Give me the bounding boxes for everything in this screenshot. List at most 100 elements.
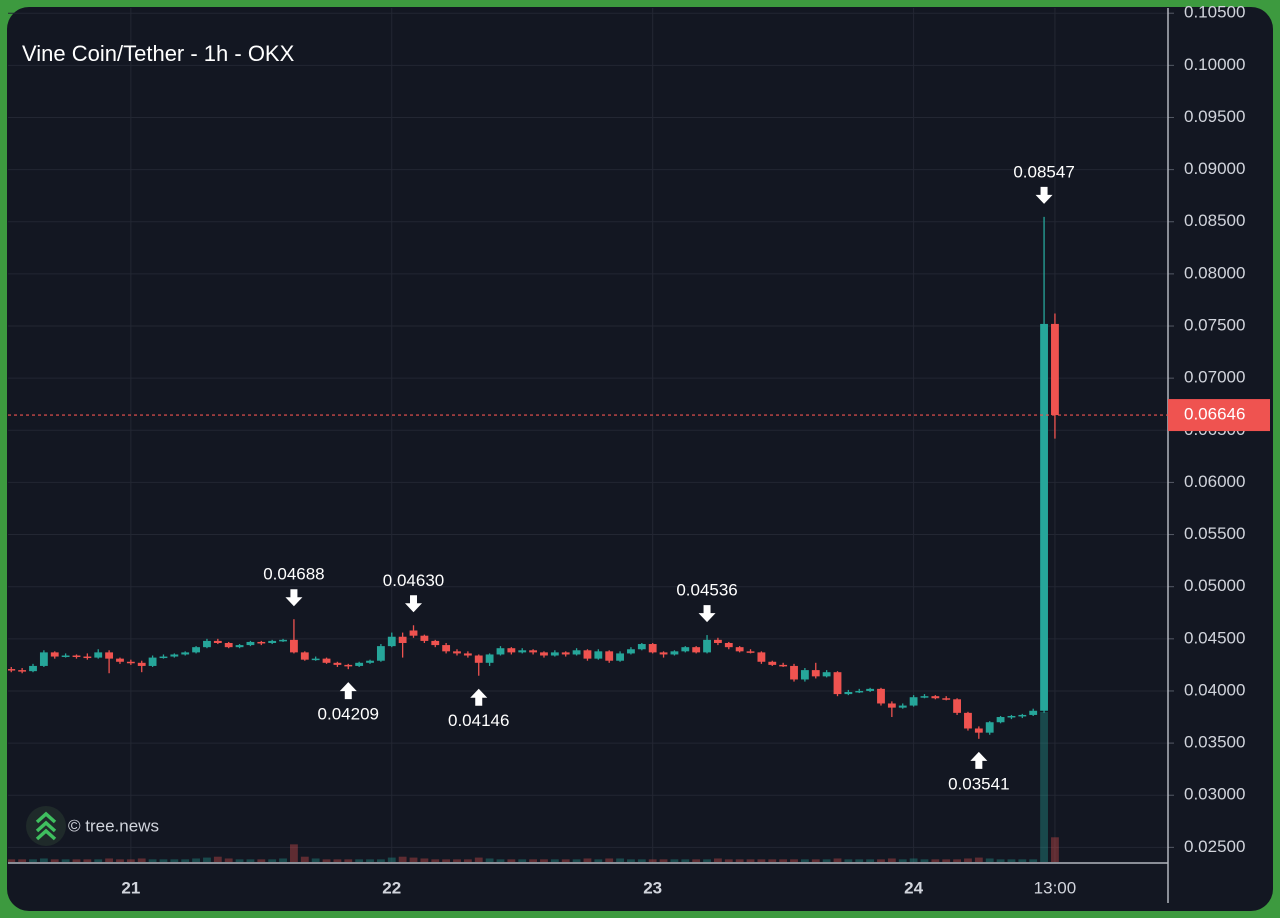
candle-body [877, 688, 885, 704]
candle-body [714, 639, 722, 643]
candle-body [311, 658, 320, 661]
candle-body [964, 712, 972, 729]
candle-body [203, 640, 211, 648]
volume-bar [355, 859, 364, 862]
candle-body [681, 647, 690, 652]
candle-body [855, 690, 864, 693]
volume-bar [507, 859, 516, 862]
x-tick-label: 24 [904, 878, 923, 897]
volume-bar [224, 858, 233, 862]
candle-body [290, 639, 298, 653]
candle-body [246, 641, 255, 646]
candle-body [83, 656, 92, 659]
volume-bar [94, 859, 103, 862]
volume-bar [724, 859, 733, 862]
candle-body [800, 670, 809, 680]
volume-bar [431, 859, 440, 862]
volume-bar [268, 859, 277, 862]
volume-bar [800, 859, 809, 862]
annotation-label: 0.04209 [318, 705, 379, 724]
volume-bar [344, 859, 353, 862]
candle-body [39, 652, 48, 666]
candle-body [507, 648, 516, 653]
volume-bar [931, 859, 940, 862]
candle-body [757, 652, 766, 662]
candle-body [257, 641, 266, 644]
candle-body [822, 672, 831, 677]
candle-body [692, 647, 701, 653]
volume-bar [105, 858, 114, 862]
annotation-arrow [698, 605, 716, 623]
volume-bar [877, 859, 885, 862]
y-tick-label: 0.10500 [1184, 3, 1245, 22]
candle-body [116, 658, 124, 662]
candle-body [420, 635, 429, 641]
candle-body [105, 652, 114, 659]
volume-bar [692, 859, 701, 862]
volume-bar [550, 859, 559, 862]
candle-body [8, 669, 16, 671]
volume-bar [822, 859, 831, 862]
candle-body [616, 653, 624, 661]
volume [8, 712, 1059, 862]
y-tick-label: 0.09000 [1184, 159, 1245, 178]
candle-body [213, 640, 222, 643]
y-tick-label: 0.04500 [1184, 628, 1245, 647]
overlay: 0.02500 0.03000 0.03500 0.04000 0.04500 0.050… [8, 3, 1270, 903]
volume-bar [1018, 859, 1027, 862]
volume-bar [833, 858, 842, 862]
watermark: © tree.news [68, 816, 159, 835]
volume-bar [605, 858, 614, 862]
candle-body [333, 662, 342, 665]
volume-bar [257, 859, 266, 862]
volume-bar [453, 859, 461, 862]
y-tick-label: 0.04000 [1184, 680, 1245, 699]
volume-bar [376, 859, 385, 862]
volume-bar [290, 844, 298, 862]
candle-body [583, 650, 592, 659]
volume-bar [659, 859, 668, 862]
grid [8, 8, 1168, 863]
last-price-box [1168, 399, 1270, 432]
volume-bar [518, 859, 527, 862]
volume-bar [18, 859, 27, 862]
candle-body [996, 717, 1005, 723]
volume-bar [779, 859, 788, 862]
y-tick-label: 0.05500 [1184, 524, 1245, 543]
volume-bar [235, 859, 244, 862]
volume-bar [920, 859, 929, 862]
candle-body [29, 665, 37, 672]
volume-bar [300, 856, 309, 862]
volume-bar [137, 858, 146, 862]
candle-body [931, 696, 940, 699]
candle-body [529, 650, 538, 653]
volume-bar [61, 859, 70, 862]
volume-bar [148, 859, 157, 862]
candle-body [148, 657, 157, 666]
candle-body [561, 652, 570, 655]
candle-body [974, 728, 983, 733]
volume-bar [311, 858, 320, 862]
annotation-label: 0.03541 [948, 774, 1009, 793]
volume-bar [387, 857, 396, 862]
candle-body [594, 651, 603, 659]
candle-body [137, 662, 146, 666]
candle-body [572, 650, 581, 655]
candle-body [844, 692, 853, 695]
candle-body [387, 636, 396, 647]
y-tick-label: 0.02500 [1184, 837, 1245, 856]
volume-bar [572, 859, 581, 862]
volume-bar [670, 859, 679, 862]
annotation-label: 0.04630 [383, 571, 444, 590]
volume-bar [996, 859, 1005, 862]
volume-bar [474, 857, 483, 862]
volume-bar [170, 859, 179, 862]
volume-bar [1007, 859, 1016, 862]
volume-bar [942, 859, 951, 862]
x-tick-label: 23 [643, 878, 662, 897]
candle-body [300, 652, 309, 660]
candle-body [768, 661, 777, 665]
annotation-label: 0.04688 [263, 565, 324, 584]
volume-bar [866, 859, 875, 862]
